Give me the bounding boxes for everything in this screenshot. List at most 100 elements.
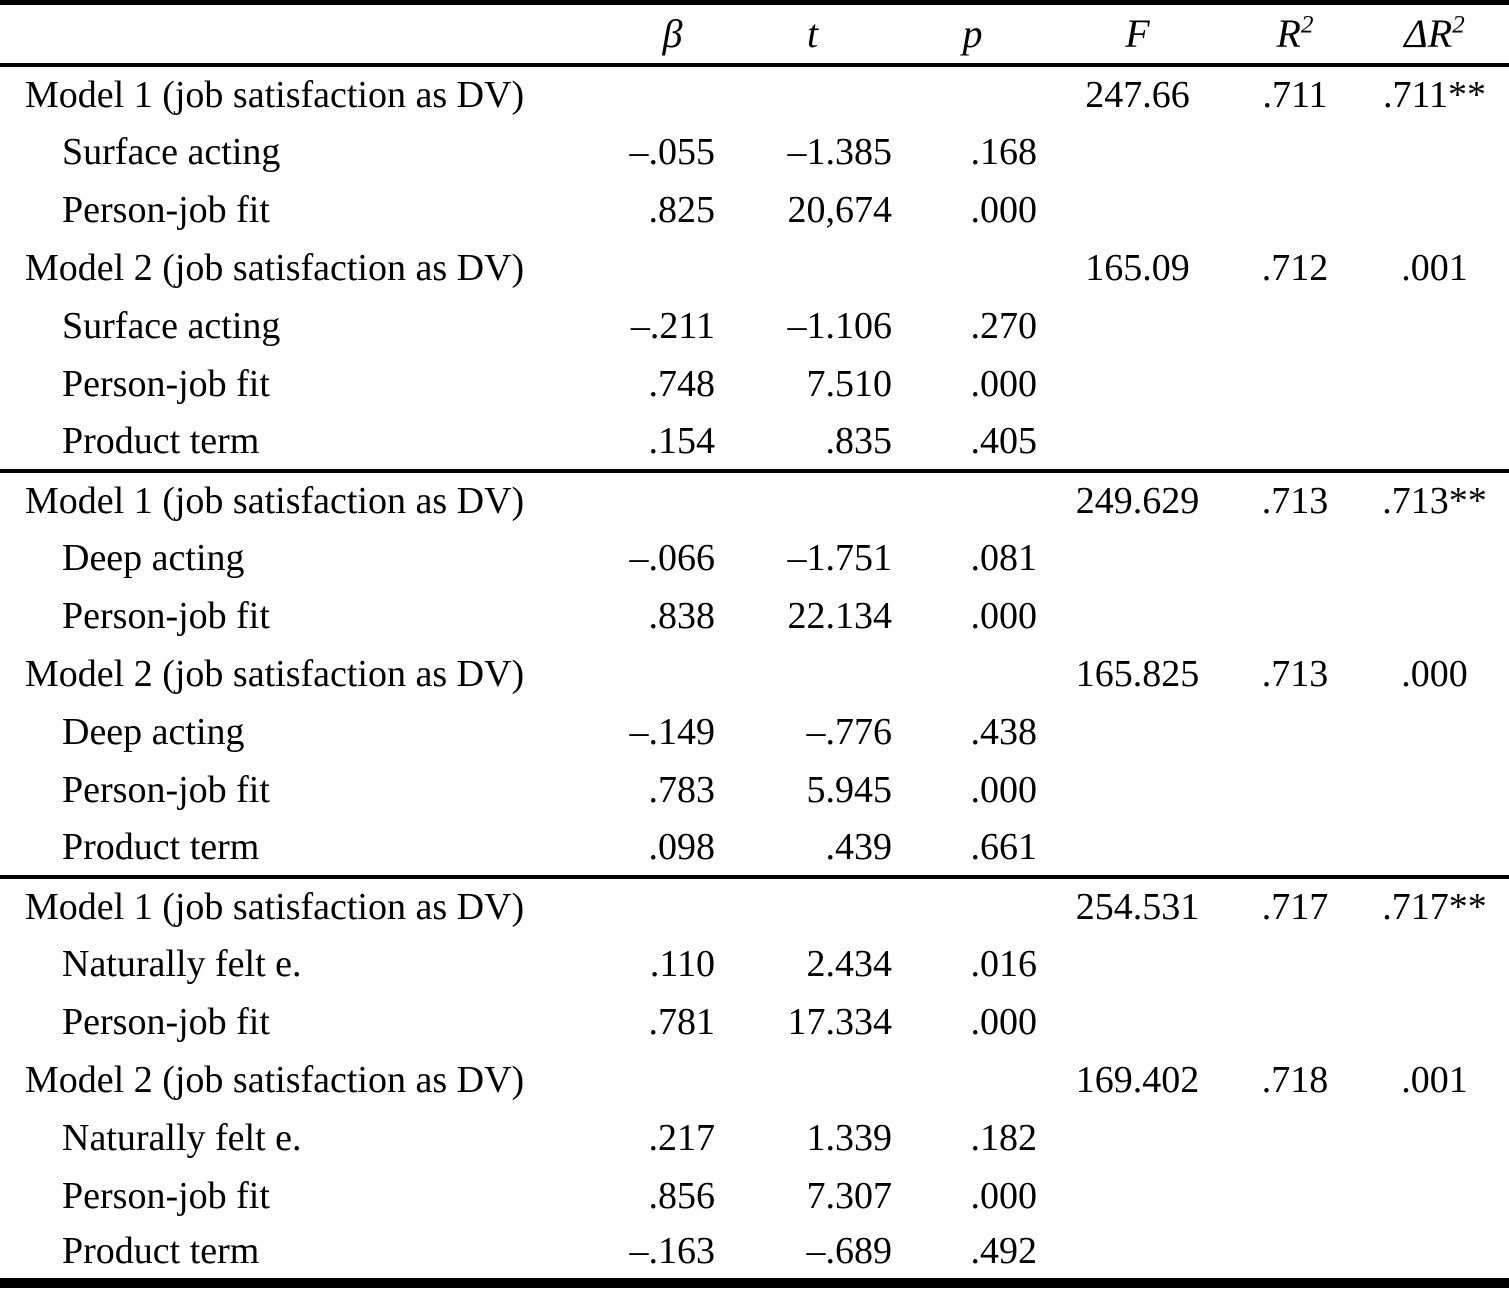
- cell-t: 7.510: [806, 362, 893, 405]
- row-label: Deep acting: [62, 710, 245, 753]
- cell-R2: [1230, 355, 1360, 413]
- cell-F: [1045, 529, 1230, 587]
- t-symbol: t: [806, 11, 819, 57]
- table-row: Surface acting –.211 –1.106 .270: [0, 297, 1509, 355]
- cell-dR2: .717**: [1360, 874, 1509, 935]
- cell-dR2: .713**: [1360, 468, 1509, 529]
- cell-dR2: [1360, 1225, 1509, 1283]
- cell-F: [1045, 181, 1230, 239]
- header-beta: β: [620, 2, 725, 67]
- cell-F: [1045, 297, 1230, 355]
- cell-F: 165.09: [1085, 246, 1190, 289]
- cell-R2: .712: [1261, 246, 1329, 289]
- cell-dR2: [1360, 935, 1509, 993]
- cell-R2: .718: [1261, 1058, 1329, 1101]
- cell-R2: .717: [1230, 874, 1360, 935]
- cell-F: [1045, 1225, 1230, 1283]
- cell-beta: [620, 874, 725, 935]
- cell-p: .000: [970, 188, 1038, 231]
- cell-t: –1.385: [787, 130, 893, 173]
- cell-R2: [1230, 935, 1360, 993]
- cell-beta: .783: [648, 768, 716, 811]
- cell-p: .000: [970, 594, 1038, 637]
- cell-t: 5.945: [806, 768, 893, 811]
- table-row: Deep acting –.149 –.776 .438: [0, 703, 1509, 761]
- cell-t: 2.434: [806, 942, 893, 985]
- cell-p: .081: [970, 536, 1038, 579]
- cell-dR2: [1360, 703, 1509, 761]
- cell-F: [1045, 1167, 1230, 1225]
- cell-dR2: [1360, 819, 1509, 877]
- cell-beta: .825: [648, 188, 716, 231]
- row-label: Naturally felt e.: [62, 1116, 302, 1159]
- row-label: Model 1 (job satisfaction as DV): [25, 73, 525, 116]
- table-row: Person-job fit .825 20,674 .000: [0, 181, 1509, 239]
- cell-p: .016: [970, 942, 1038, 985]
- cell-p: .492: [970, 1230, 1038, 1272]
- cell-dR2: .001: [1401, 246, 1468, 289]
- table-row: Product term –.163 –.689 .492: [0, 1225, 1509, 1283]
- table-row: Model 1 (job satisfaction as DV) 249.629.…: [0, 468, 1509, 529]
- header-empty-cell: [0, 2, 620, 67]
- cell-beta: .154: [648, 419, 716, 462]
- row-label: Deep acting: [62, 536, 245, 579]
- row-label: Person-job fit: [62, 1174, 270, 1217]
- cell-dR2: [1360, 761, 1509, 819]
- cell-beta: [620, 239, 725, 297]
- cell-F: [1045, 993, 1230, 1051]
- cell-beta: –.055: [629, 130, 716, 173]
- cell-t: [725, 874, 900, 935]
- cell-dR2: .001: [1401, 1058, 1468, 1101]
- cell-t: [725, 468, 900, 529]
- table-row: Naturally felt e. .110 2.434 .016: [0, 935, 1509, 993]
- cell-t: –.689: [806, 1230, 893, 1272]
- cell-dR2: [1360, 1167, 1509, 1225]
- header-R-squared: R2: [1230, 2, 1360, 67]
- cell-p: .000: [970, 1174, 1038, 1217]
- cell-R2: [1230, 297, 1360, 355]
- cell-beta: .748: [648, 362, 716, 405]
- cell-beta: .110: [649, 942, 715, 985]
- table-row: Person-job fit .783 5.945 .000: [0, 761, 1509, 819]
- header-F: F: [1045, 2, 1230, 67]
- row-label: Surface acting: [62, 130, 281, 173]
- cell-beta: –.211: [630, 304, 715, 347]
- cell-R2: [1230, 123, 1360, 181]
- cell-t: 20,674: [787, 188, 893, 231]
- cell-p: [900, 65, 1045, 123]
- table-row: Model 1 (job satisfaction as DV) 247.66 .7…: [0, 65, 1509, 123]
- cell-F: 247.66: [1085, 73, 1190, 116]
- cell-dR2: [1360, 355, 1509, 413]
- header-t: t: [725, 2, 900, 67]
- cell-p: [900, 874, 1045, 935]
- cell-beta: .098: [648, 825, 716, 868]
- table-row: Deep acting –.066 –1.751 .081: [0, 529, 1509, 587]
- delta-R-squared-symbol: ΔR2: [1404, 11, 1465, 57]
- cell-F: 254.531: [1045, 874, 1230, 935]
- table-row: Model 2 (job satisfaction as DV) 165.09 .7…: [0, 239, 1509, 297]
- cell-p: .000: [970, 362, 1038, 405]
- cell-F: [1045, 123, 1230, 181]
- cell-dR2: [1360, 587, 1509, 645]
- cell-t: –1.106: [787, 304, 893, 347]
- cell-t: [725, 645, 900, 703]
- cell-t: –.776: [806, 710, 893, 753]
- cell-R2: [1230, 413, 1360, 471]
- cell-p: .168: [970, 130, 1038, 173]
- row-label: Person-job fit: [62, 362, 270, 405]
- cell-R2: .711: [1262, 73, 1328, 116]
- table-row: Person-job fit .781 17.334 .000: [0, 993, 1509, 1051]
- table-row: Product term .098 .439 .661: [0, 819, 1509, 877]
- R-squared-symbol: R2: [1276, 11, 1314, 57]
- cell-p: .000: [970, 768, 1038, 811]
- cell-R2: [1230, 993, 1360, 1051]
- cell-beta: [620, 65, 725, 123]
- cell-R2: [1230, 587, 1360, 645]
- cell-R2: [1230, 1225, 1360, 1283]
- cell-dR2: [1360, 413, 1509, 471]
- cell-p: .000: [970, 1000, 1038, 1043]
- cell-p: [900, 468, 1045, 529]
- cell-R2: [1230, 181, 1360, 239]
- row-label: Model 2 (job satisfaction as DV): [25, 1058, 525, 1101]
